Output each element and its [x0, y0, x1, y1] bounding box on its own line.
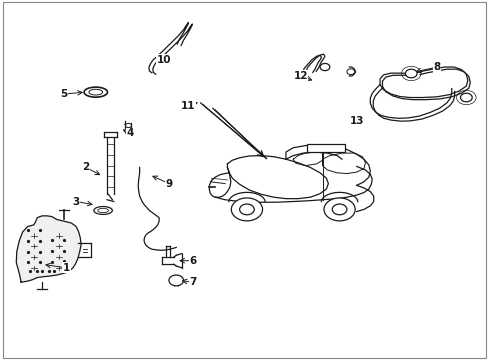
Text: 5: 5 — [61, 89, 67, 99]
Text: 6: 6 — [189, 256, 197, 266]
Circle shape — [460, 93, 471, 102]
Text: 8: 8 — [432, 62, 440, 72]
Ellipse shape — [94, 207, 112, 215]
Ellipse shape — [89, 89, 102, 95]
Text: 7: 7 — [189, 277, 197, 287]
Text: 10: 10 — [157, 55, 171, 65]
Ellipse shape — [98, 208, 108, 213]
Text: 9: 9 — [165, 179, 172, 189]
Text: 3: 3 — [73, 197, 80, 207]
Text: 2: 2 — [82, 162, 89, 172]
Polygon shape — [16, 216, 81, 282]
Circle shape — [346, 69, 354, 75]
Text: 1: 1 — [63, 263, 70, 273]
Text: 13: 13 — [349, 116, 363, 126]
Circle shape — [231, 198, 262, 221]
Text: 11: 11 — [181, 102, 195, 112]
Circle shape — [405, 69, 416, 78]
Circle shape — [331, 204, 346, 215]
Circle shape — [125, 123, 131, 128]
Circle shape — [168, 275, 183, 286]
Circle shape — [320, 63, 329, 71]
Text: 4: 4 — [126, 129, 133, 138]
Circle shape — [239, 204, 254, 215]
Circle shape — [324, 198, 354, 221]
Bar — [306, 144, 344, 152]
Text: 12: 12 — [293, 71, 307, 81]
Ellipse shape — [84, 87, 107, 97]
